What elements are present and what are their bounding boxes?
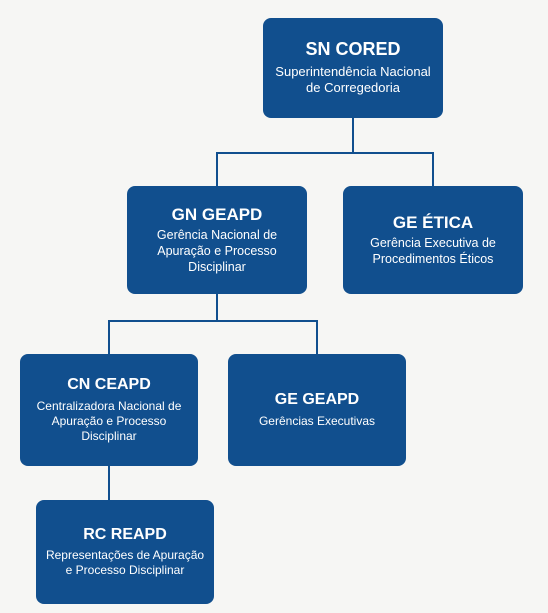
node-subtitle: Gerência Executiva de Procedimentos Étic…	[351, 236, 515, 267]
node-subtitle: Gerências Executivas	[236, 414, 398, 429]
connector	[108, 466, 110, 500]
node-title: RC REAPD	[44, 526, 206, 544]
node-sn-cored: SN CORED Superintendência Nacional de Co…	[263, 18, 443, 118]
connector	[352, 118, 354, 152]
node-subtitle: Superintendência Nacional de Corregedori…	[271, 64, 435, 97]
node-subtitle: Centralizadora Nacional de Apuração e Pr…	[28, 399, 190, 444]
node-rc-reapd: RC REAPD Representações de Apuração e Pr…	[36, 500, 214, 604]
connector	[432, 152, 434, 186]
connector	[216, 294, 218, 320]
node-cn-ceapd: CN CEAPD Centralizadora Nacional de Apur…	[20, 354, 198, 466]
node-title: GE ÉTICA	[351, 213, 515, 233]
node-subtitle: Representações de Apuração e Processo Di…	[44, 548, 206, 578]
node-title: SN CORED	[271, 39, 435, 60]
connector	[216, 152, 434, 154]
connector	[108, 320, 318, 322]
connector	[216, 152, 218, 186]
node-ge-etica: GE ÉTICA Gerência Executiva de Procedime…	[343, 186, 523, 294]
node-ge-geapd: GE GEAPD Gerências Executivas	[228, 354, 406, 466]
node-title: CN CEAPD	[28, 376, 190, 394]
node-subtitle: Gerência Nacional de Apuração e Processo…	[135, 228, 299, 275]
node-gn-geapd: GN GEAPD Gerência Nacional de Apuração e…	[127, 186, 307, 294]
node-title: GN GEAPD	[135, 205, 299, 225]
connector	[316, 320, 318, 354]
connector	[108, 320, 110, 354]
node-title: GE GEAPD	[236, 391, 398, 409]
